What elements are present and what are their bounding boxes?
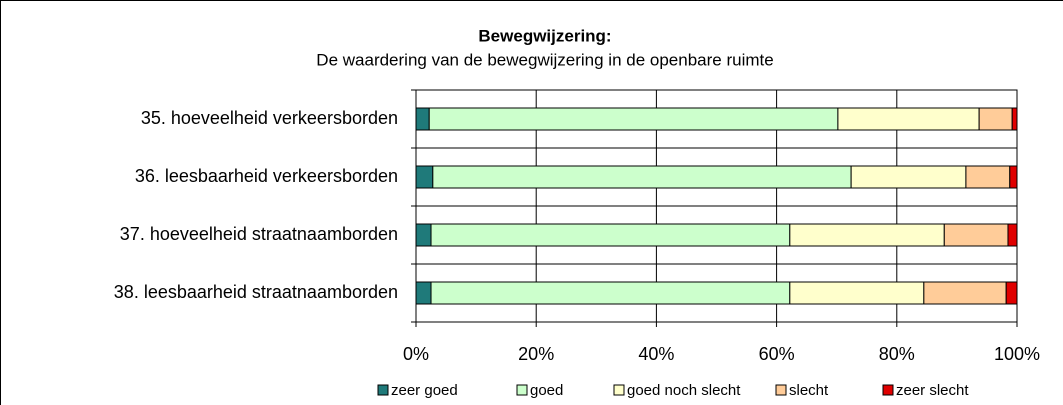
legend-swatch [613, 384, 625, 396]
x-tick-label: 60% [759, 344, 795, 364]
bar-segment [1009, 165, 1018, 189]
bar-segment [837, 107, 980, 131]
bar-segment [978, 107, 1013, 131]
bar-segment [415, 281, 432, 305]
x-tick-label: 40% [638, 344, 674, 364]
bar-segment [1007, 223, 1018, 247]
legend-swatch [882, 384, 894, 396]
bar-segment [943, 223, 1009, 247]
bar-segment [789, 223, 945, 247]
x-tick-label: 80% [879, 344, 915, 364]
legend-label: zeer goed [391, 382, 458, 399]
legend-swatch [377, 384, 389, 396]
bar-segment [789, 281, 925, 305]
legend-label: goed noch slecht [627, 382, 741, 399]
bar-segment [850, 165, 967, 189]
bar-segment [965, 165, 1011, 189]
y-tick-label: 37. hoeveelheid straatnaamborden [120, 224, 398, 244]
y-tick-label: 36. leesbaarheid verkeersborden [135, 166, 398, 186]
legend-label: goed [530, 382, 563, 399]
bar-segment [415, 165, 434, 189]
chart-subtitle: De waardering van de bewegwijzering in d… [316, 50, 773, 69]
chart-title: Bewegwijzering: [478, 26, 611, 45]
bar-segment [1011, 107, 1018, 131]
bar-segment [415, 223, 432, 247]
y-tick-label: 35. hoeveelheid verkeersborden [141, 108, 398, 128]
bar-segment [923, 281, 1007, 305]
legend-swatch [516, 384, 528, 396]
bar-segment [432, 165, 852, 189]
bar-segment [415, 107, 430, 131]
x-tick-label: 20% [518, 344, 554, 364]
bar-segment [430, 281, 791, 305]
legend-label: zeer slecht [896, 382, 969, 399]
bar-segment [428, 107, 839, 131]
legend-label: slecht [789, 382, 829, 399]
bar-segment [430, 223, 791, 247]
x-tick-label: 0% [403, 344, 429, 364]
y-tick-label: 38. leesbaarheid straatnaamborden [114, 282, 398, 302]
x-tick-label: 100% [994, 344, 1040, 364]
legend-swatch [775, 384, 787, 396]
bar-segment [1005, 281, 1018, 305]
